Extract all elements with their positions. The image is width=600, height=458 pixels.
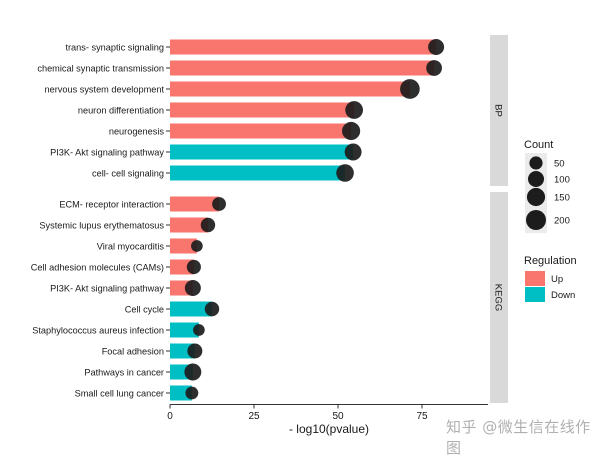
term-label: chemical synaptic transmission [37,63,164,73]
term-label: Systemic lupus erythematosus [39,220,164,230]
bar [170,102,355,118]
x-axis-title: - log10(pvalue) [289,422,369,436]
term-label: cell- cell signaling [92,168,164,178]
svg-text:50: 50 [554,158,565,169]
term-label: Viral myocarditis [97,241,165,251]
facet-strips: BP KEGG [490,35,508,403]
term-label: Small cell lung cancer [75,388,164,398]
term-label: neuron differentiation [78,105,164,115]
bar [170,165,346,181]
term-label: Cell adhesion molecules (CAMs) [31,262,164,272]
bar [170,123,352,139]
count-point [212,197,226,211]
facet-strip-kegg [490,192,508,403]
count-point [345,101,364,119]
x-tick-label: 0 [167,411,173,422]
term-label: Focal adhesion [102,346,164,356]
term-label: PI3K- Akt signaling pathway [50,283,164,293]
facet-label: BP [493,104,504,117]
count-point [191,240,203,252]
regulation-legend-title: Regulation [524,255,577,267]
svg-text:Up: Up [551,274,563,285]
count-point [336,164,354,182]
x-tick-label: 50 [332,411,344,422]
count-legend-title: Count [524,139,553,151]
count-point [426,60,442,76]
x-tick-label: 25 [248,411,260,422]
bar [170,385,192,401]
term-label: Staphylococcus aureus infection [32,325,164,335]
svg-text:100: 100 [554,174,570,185]
bar [170,196,220,212]
facet-strip-bp [490,35,508,186]
term-label: Pathways in cancer [84,367,164,377]
bar [170,217,208,233]
count-point [344,143,362,161]
x-axis: 0 25 50 75 [167,404,488,422]
y-axis-labels: trans- synaptic signaling chemical synapt… [31,42,170,398]
term-label: neurogenesis [109,126,165,136]
bar [170,39,437,55]
term-label: nervous system development [45,84,165,94]
facet-label: KEGG [493,284,504,311]
bar [170,322,199,338]
svg-text:150: 150 [554,192,570,203]
count-point [400,79,420,99]
watermark: 知乎 @微生信在线作图 [446,418,591,457]
bar [170,238,197,254]
count-point [184,363,202,381]
count-point [187,343,203,359]
count-point [184,280,201,296]
count-point [186,259,201,275]
term-label: ECM- receptor interaction [59,199,164,209]
bars-layer [170,39,437,401]
bar [170,144,354,160]
bar [170,81,410,97]
term-label: PI3K- Akt signaling pathway [50,147,164,157]
count-point [428,39,445,55]
term-label: trans- synaptic signaling [65,42,164,52]
count-point [185,386,199,400]
count-point [342,121,361,141]
x-tick-label: 75 [416,411,428,422]
count-point [204,301,220,317]
bar [170,60,435,76]
count-point [193,324,205,336]
term-label: Cell cycle [125,304,164,314]
svg-text:Down: Down [551,290,575,301]
svg-text:200: 200 [554,215,570,226]
bar [170,301,212,317]
count-point [200,217,216,233]
count-points [184,39,445,400]
